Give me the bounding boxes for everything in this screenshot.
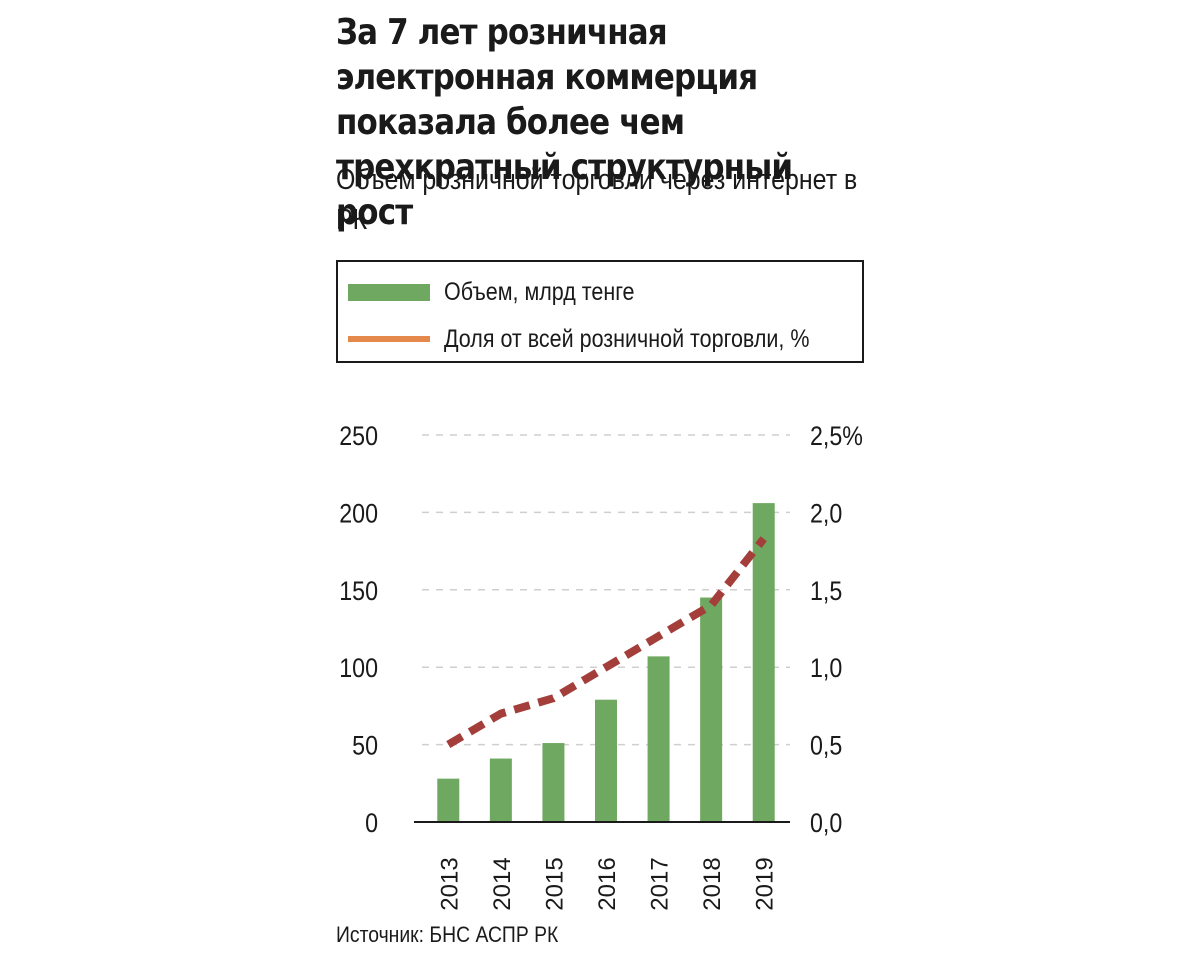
chart-legend: Объем, млрд тенге Доля от всей розничной…	[336, 260, 864, 363]
chart-bars	[437, 503, 775, 822]
y-left-tick-label: 0	[365, 808, 378, 838]
x-tick-label: 2019	[752, 857, 779, 910]
bar-2019	[752, 503, 775, 822]
y-left-tick-label: 150	[339, 576, 378, 606]
chart-subtitle: Объем розничной торговли через интернет …	[336, 164, 858, 236]
y-left-tick-label: 100	[339, 654, 378, 684]
legend-item-volume: Объем, млрд тенге	[348, 277, 666, 307]
x-tick-label: 2014	[489, 857, 516, 910]
y-left-tick-label: 50	[352, 731, 378, 761]
legend-item-share: Доля от всей розничной торговли, %	[348, 324, 869, 354]
source-note: Источник: БНС АСПР РК	[336, 922, 559, 947]
bar-2017	[647, 656, 670, 822]
y-right-tick-label: 0,5	[810, 731, 842, 761]
y-right-tick-label: 0,0	[810, 808, 842, 838]
bar-2013	[437, 778, 460, 822]
y-axis-right: 0,0 0,5 1,0 1,5 2,0 2,5%	[810, 421, 863, 838]
legend-label-share: Доля от всей розничной торговли, %	[444, 324, 810, 353]
x-tick-label: 2018	[699, 857, 726, 910]
chart-title: За 7 лет розничная электронная коммерция…	[336, 12, 793, 233]
y-right-tick-label: 1,0	[810, 654, 842, 684]
bar-2018	[700, 597, 723, 822]
bar-2014	[489, 758, 512, 822]
bar-2016	[595, 699, 617, 822]
chart-grid	[422, 434, 790, 746]
bar-2015	[542, 743, 565, 822]
x-axis: 2013 2014 2015 2016 2017 2018 2019	[414, 821, 790, 911]
legend-label-volume: Объем, млрд тенге	[444, 277, 635, 306]
legend-line-swatch	[348, 336, 430, 342]
x-tick-label: 2016	[594, 857, 621, 910]
x-tick-label: 2017	[647, 857, 674, 910]
x-tick-label: 2013	[436, 857, 463, 910]
legend-bar-swatch	[348, 283, 430, 301]
chart-line	[446, 536, 767, 749]
y-right-tick-label: 2,0	[810, 499, 842, 529]
y-left-tick-label: 200	[339, 499, 378, 529]
y-left-tick-label: 250	[339, 421, 378, 451]
y-right-tick-label: 1,5	[810, 576, 842, 606]
x-tick-label: 2015	[541, 857, 568, 910]
y-right-tick-label: 2,5%	[810, 421, 863, 451]
y-axis-left: 0 50 100 150 200 250	[339, 421, 378, 838]
